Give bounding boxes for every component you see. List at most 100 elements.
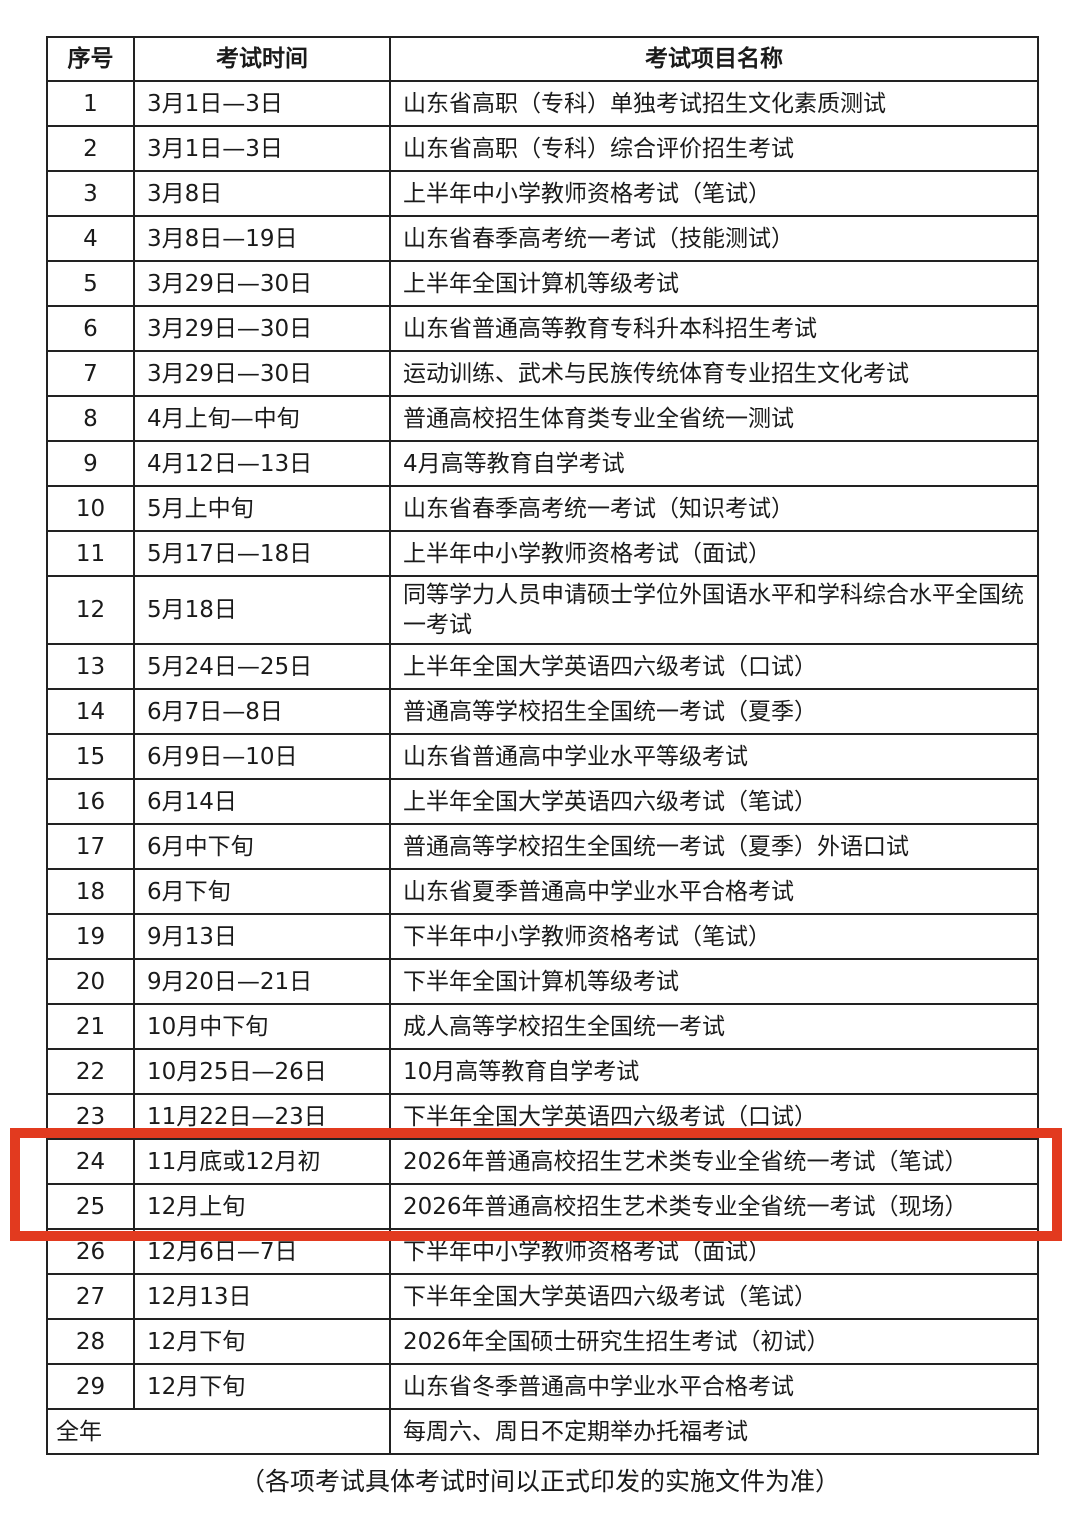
cell-name: 山东省春季高考统一考试（技能测试） bbox=[389, 215, 1039, 262]
cell-time: 3月29日—30日 bbox=[133, 305, 391, 352]
exam-schedule-table: 序号 考试时间 考试项目名称 1 3月1日—3日 山东省高职（专科）单独考试招生文化… bbox=[46, 36, 1039, 1455]
cell-time: 5月18日 bbox=[133, 575, 391, 645]
header-name: 考试项目名称 bbox=[389, 36, 1039, 82]
cell-name: 10月高等教育自学考试 bbox=[389, 1048, 1039, 1095]
cell-time: 6月中下旬 bbox=[133, 823, 391, 870]
cell-time: 6月14日 bbox=[133, 778, 391, 825]
table-row: 5 3月29日—30日 上半年全国计算机等级考试 bbox=[46, 260, 1039, 307]
table-row: 1 3月1日—3日 山东省高职（专科）单独考试招生文化素质测试 bbox=[46, 80, 1039, 127]
table-row: 14 6月7日—8日 普通高等学校招生全国统一考试（夏季） bbox=[46, 688, 1039, 735]
cell-time: 4月12日—13日 bbox=[133, 440, 391, 487]
cell-name: 下半年全国计算机等级考试 bbox=[389, 958, 1039, 1005]
cell-name: 山东省高职（专科）综合评价招生考试 bbox=[389, 125, 1039, 172]
table-row: 8 4月上旬—中旬 普通高校招生体育类专业全省统一测试 bbox=[46, 395, 1039, 442]
cell-time: 12月下旬 bbox=[133, 1363, 391, 1410]
cell-name: 成人高等学校招生全国统一考试 bbox=[389, 1003, 1039, 1050]
table-row: 29 12月下旬 山东省冬季普通高中学业水平合格考试 bbox=[46, 1363, 1039, 1410]
cell-time: 3月8日 bbox=[133, 170, 391, 217]
cell-name: 2026年普通高校招生艺术类专业全省统一考试（笔试） bbox=[389, 1138, 1039, 1185]
cell-time: 5月上中旬 bbox=[133, 485, 391, 532]
cell-time: 12月下旬 bbox=[133, 1318, 391, 1365]
cell-name: 上半年中小学教师资格考试（笔试） bbox=[389, 170, 1039, 217]
cell-index: 12 bbox=[46, 575, 135, 645]
cell-index: 29 bbox=[46, 1363, 135, 1410]
cell-time: 3月29日—30日 bbox=[133, 350, 391, 397]
cell-index: 8 bbox=[46, 395, 135, 442]
cell-time: 5月17日—18日 bbox=[133, 530, 391, 577]
table-row: 13 5月24日—25日 上半年全国大学英语四六级考试（口试） bbox=[46, 643, 1039, 690]
table-row: 9 4月12日—13日 4月高等教育自学考试 bbox=[46, 440, 1039, 487]
cell-time: 4月上旬—中旬 bbox=[133, 395, 391, 442]
cell-time: 3月8日—19日 bbox=[133, 215, 391, 262]
cell-name: 运动训练、武术与民族传统体育专业招生文化考试 bbox=[389, 350, 1039, 397]
cell-name: 山东省普通高中学业水平等级考试 bbox=[389, 733, 1039, 780]
cell-index: 16 bbox=[46, 778, 135, 825]
highlight-box bbox=[10, 1128, 1062, 1241]
table-row: 16 6月14日 上半年全国大学英语四六级考试（笔试） bbox=[46, 778, 1039, 825]
cell-name: 上半年全国大学英语四六级考试（口试） bbox=[389, 643, 1039, 690]
cell-name: 上半年中小学教师资格考试（面试） bbox=[389, 530, 1039, 577]
cell-index: 22 bbox=[46, 1048, 135, 1095]
header-index: 序号 bbox=[46, 36, 135, 82]
cell-name: 普通高等学校招生全国统一考试（夏季）外语口试 bbox=[389, 823, 1039, 870]
cell-name: 山东省冬季普通高中学业水平合格考试 bbox=[389, 1363, 1039, 1410]
cell-all-year: 全年 bbox=[46, 1408, 391, 1455]
header-time: 考试时间 bbox=[133, 36, 391, 82]
cell-name: 普通高等学校招生全国统一考试（夏季） bbox=[389, 688, 1039, 735]
cell-name: 山东省高职（专科）单独考试招生文化素质测试 bbox=[389, 80, 1039, 127]
cell-index: 28 bbox=[46, 1318, 135, 1365]
table-row: 22 10月25日—26日 10月高等教育自学考试 bbox=[46, 1048, 1039, 1095]
table-row: 18 6月下旬 山东省夏季普通高中学业水平合格考试 bbox=[46, 868, 1039, 915]
cell-time: 9月20日—21日 bbox=[133, 958, 391, 1005]
cell-index: 9 bbox=[46, 440, 135, 487]
cell-index: 11 bbox=[46, 530, 135, 577]
table-row: 3 3月8日 上半年中小学教师资格考试（笔试） bbox=[46, 170, 1039, 217]
cell-index: 10 bbox=[46, 485, 135, 532]
cell-time: 5月24日—25日 bbox=[133, 643, 391, 690]
cell-name: 2026年全国硕士研究生招生考试（初试） bbox=[389, 1318, 1039, 1365]
cell-time: 3月1日—3日 bbox=[133, 80, 391, 127]
cell-index: 25 bbox=[46, 1183, 135, 1230]
cell-index: 13 bbox=[46, 643, 135, 690]
cell-time: 11月底或12月初 bbox=[133, 1138, 391, 1185]
cell-index: 19 bbox=[46, 913, 135, 960]
cell-time: 6月7日—8日 bbox=[133, 688, 391, 735]
cell-time: 3月29日—30日 bbox=[133, 260, 391, 307]
cell-time: 10月中下旬 bbox=[133, 1003, 391, 1050]
table-row-all-year: 全年 每周六、周日不定期举办托福考试 bbox=[46, 1408, 1039, 1455]
cell-index: 14 bbox=[46, 688, 135, 735]
cell-time: 6月下旬 bbox=[133, 868, 391, 915]
cell-time: 9月13日 bbox=[133, 913, 391, 960]
cell-name: 每周六、周日不定期举办托福考试 bbox=[389, 1408, 1039, 1455]
table-row: 12 5月18日 同等学力人员申请硕士学位外国语水平和学科综合水平全国统一考试 bbox=[46, 575, 1039, 645]
cell-index: 24 bbox=[46, 1138, 135, 1185]
cell-index: 3 bbox=[46, 170, 135, 217]
table-row: 27 12月13日 下半年全国大学英语四六级考试（笔试） bbox=[46, 1273, 1039, 1320]
cell-name: 下半年中小学教师资格考试（笔试） bbox=[389, 913, 1039, 960]
table-row: 2 3月1日—3日 山东省高职（专科）综合评价招生考试 bbox=[46, 125, 1039, 172]
cell-name: 同等学力人员申请硕士学位外国语水平和学科综合水平全国统一考试 bbox=[389, 575, 1039, 645]
cell-index: 6 bbox=[46, 305, 135, 352]
cell-index: 20 bbox=[46, 958, 135, 1005]
table-row: 4 3月8日—19日 山东省春季高考统一考试（技能测试） bbox=[46, 215, 1039, 262]
cell-index: 5 bbox=[46, 260, 135, 307]
table-row: 20 9月20日—21日 下半年全国计算机等级考试 bbox=[46, 958, 1039, 1005]
cell-index: 4 bbox=[46, 215, 135, 262]
cell-name: 普通高校招生体育类专业全省统一测试 bbox=[389, 395, 1039, 442]
table-row: 6 3月29日—30日 山东省普通高等教育专科升本科招生考试 bbox=[46, 305, 1039, 352]
table-row: 19 9月13日 下半年中小学教师资格考试（笔试） bbox=[46, 913, 1039, 960]
table-row: 23 11月22日—23日 下半年全国大学英语四六级考试（口试） bbox=[46, 1093, 1039, 1140]
cell-index: 7 bbox=[46, 350, 135, 397]
table-row: 11 5月17日—18日 上半年中小学教师资格考试（面试） bbox=[46, 530, 1039, 577]
table-row: 28 12月下旬 2026年全国硕士研究生招生考试（初试） bbox=[46, 1318, 1039, 1365]
header-row: 序号 考试时间 考试项目名称 bbox=[46, 36, 1039, 82]
cell-time: 11月22日—23日 bbox=[133, 1093, 391, 1140]
table-row: 25 12月上旬 2026年普通高校招生艺术类专业全省统一考试（现场） bbox=[46, 1183, 1039, 1230]
cell-name: 上半年全国大学英语四六级考试（笔试） bbox=[389, 778, 1039, 825]
cell-index: 17 bbox=[46, 823, 135, 870]
table-row: 15 6月9日—10日 山东省普通高中学业水平等级考试 bbox=[46, 733, 1039, 780]
cell-time: 6月9日—10日 bbox=[133, 733, 391, 780]
cell-index: 15 bbox=[46, 733, 135, 780]
table-row: 10 5月上中旬 山东省春季高考统一考试（知识考试） bbox=[46, 485, 1039, 532]
cell-index: 1 bbox=[46, 80, 135, 127]
